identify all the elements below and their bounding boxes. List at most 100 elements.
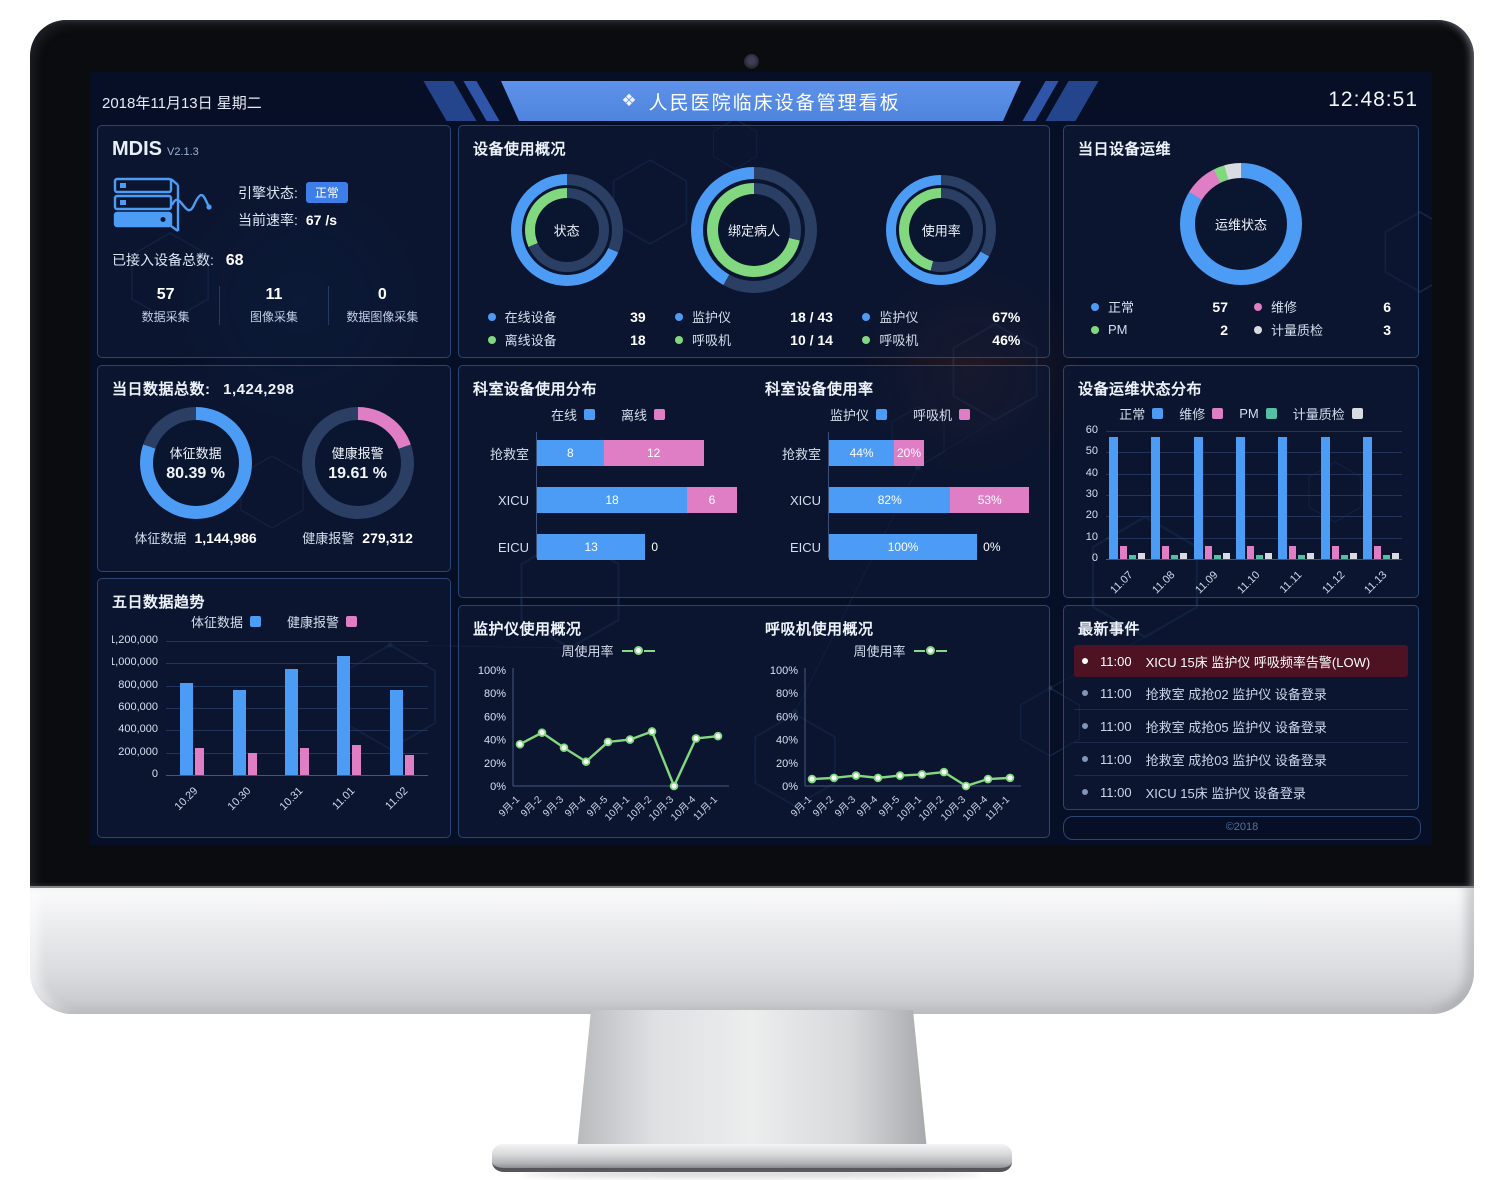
ventilator-line-legend: 周使用率 <box>765 641 1035 660</box>
bar-计量质检 <box>1222 552 1230 559</box>
legend-value: 2 <box>1220 321 1228 338</box>
donut-hole <box>534 198 599 262</box>
legend-label: 呼吸机 <box>879 333 919 348</box>
data-total-label: 健康报警 <box>302 531 355 546</box>
legend-swatch-icon <box>876 409 887 420</box>
ventilator-usage-chart: 100% 80% 60% 40% 20% 0% 9月-1 9月-2 9月-3 9月-4 9月-5 10… <box>765 660 1035 837</box>
panel-title: 当日设备运维 <box>1078 141 1172 158</box>
panel-usage-overview: 设备使用概况 状态 在线设备 39 离线设备 18 绑定病人 监护仪 18 / 43 呼吸机 10… <box>458 125 1050 358</box>
monitor-line-legend: 周使用率 <box>473 641 743 660</box>
donut-area: 使用率 <box>886 165 997 295</box>
legend-dot-icon <box>1091 302 1099 311</box>
panel-five-day-trend: 五日数据趋势 体征数据 健康报警 1,200,000 1,000,000 800,00… <box>97 578 451 838</box>
x-axis-label: 11.07 <box>1108 569 1136 597</box>
line-chart-svg: 100%80%60%40%20%0%9月-19月-29月-39月-49月-510… <box>770 665 1021 823</box>
monitor-stand-neck <box>577 1010 927 1150</box>
legend-dot-icon <box>862 335 871 344</box>
bar-维修 <box>1373 546 1381 559</box>
legend-label: 监护仪 <box>691 310 731 325</box>
legend-value: 3 <box>1383 321 1391 338</box>
usage-donut-group: 状态 在线设备 39 离线设备 18 <box>475 165 659 351</box>
rate-label: 当前速率: <box>238 212 298 228</box>
bar-track: 13 0 <box>537 534 743 560</box>
x-axis-label: 11.12 <box>1319 569 1348 597</box>
panel-title: 科室设备使用率 <box>765 381 874 398</box>
bar-track: 44% 20% <box>829 440 1035 466</box>
bar-segment: 18 <box>537 487 687 513</box>
dept-usage-section: 科室设备使用率 监护仪 呼吸机 抢救室 44% 20% XICU 82% 53% EICU 10… <box>765 378 1035 587</box>
dashboard-icon: ❖ <box>621 91 639 110</box>
donut-center-label: 健康报警 19.61 % <box>328 446 387 482</box>
event-text: 抢救室 成抢03 监护仪 设备登录 <box>1145 752 1327 768</box>
row-label: XICU <box>789 492 821 508</box>
legend-label: 呼吸机 <box>913 408 953 423</box>
grid-line <box>166 663 428 665</box>
donut-legend: 在线设备 39 离线设备 18 <box>487 305 646 351</box>
bar-PM <box>1340 554 1348 559</box>
bar-正常 <box>1278 437 1288 559</box>
svg-text:20%: 20% <box>484 758 506 770</box>
y-axis-tick-label: 1,200,000 <box>112 634 158 646</box>
grid-line <box>1106 537 1402 539</box>
donut-健康报警: 健康报警 19.61 % <box>301 407 414 519</box>
svg-text:0%: 0% <box>490 781 506 793</box>
bar-row: EICU 13 0 <box>498 534 743 560</box>
svg-text:80%: 80% <box>776 688 798 700</box>
dept-usage-chart: 抢救室 44% 20% XICU 82% 53% EICU 100% 0% <box>765 432 1035 560</box>
donut-center-label: 体征数据 80.39 % <box>166 446 225 482</box>
stat-value: 11 <box>265 286 283 303</box>
legend-item: 计量质检 3 <box>1254 318 1391 341</box>
legend-item: 计量质检 <box>1293 404 1363 423</box>
legend-label: 周使用率 <box>561 644 614 659</box>
y-axis-tick-label: 40 <box>1085 466 1098 479</box>
legend-label: 健康报警 <box>287 615 340 630</box>
svg-text:80%: 80% <box>484 688 506 700</box>
legend-swatch-icon <box>959 409 971 420</box>
event-row: 11:00 抢救室 成抢05 监护仪 设备登录 <box>1074 710 1408 743</box>
event-time: 11:00 <box>1100 653 1132 669</box>
bar-segment: 12 <box>603 440 704 466</box>
bar-正常 <box>1236 437 1245 559</box>
legend-label: 正常 <box>1119 407 1146 422</box>
legend-label: 在线 <box>550 408 577 423</box>
dashboard-screen: 2018年11月13日 星期二 ❖ 人民医院临床设备管理看板 12:48:51 … <box>90 72 1432 845</box>
svg-text:40%: 40% <box>484 735 506 747</box>
stat-label: 图像采集 <box>249 310 298 324</box>
stat-data-image-capture: 0 数据图像采集 <box>329 286 436 325</box>
bar-健康报警 <box>195 748 205 775</box>
legend-label: 呼吸机 <box>691 333 731 348</box>
monitor-chin <box>30 886 1474 1014</box>
grid-line <box>166 775 428 776</box>
usage-donut-group: 使用率 监护仪 67% 呼吸机 46% <box>849 165 1033 351</box>
bar-PM <box>1129 554 1137 559</box>
events-list: 11:00 XICU 15床 监护仪 呼吸频率告警(LOW) 11:00 抢救室 成抢… <box>1074 645 1408 808</box>
y-axis-tick-label: 1,000,000 <box>112 656 158 669</box>
stat-value: 0 <box>377 286 387 303</box>
event-bullet-icon <box>1082 658 1088 664</box>
grid-line <box>1106 516 1402 518</box>
panel-ops-distribution: 设备运维状态分布 正常 维修 PM 计量质检 60 50 40 30 20 10 0 11.07 11… <box>1063 365 1419 598</box>
ops-donut: 运维状态 <box>1078 163 1404 285</box>
donut-hole <box>1195 178 1287 270</box>
panel-title: 科室设备使用分布 <box>473 381 598 398</box>
legend-item: 在线设备 39 <box>487 305 646 328</box>
grid-line <box>1106 559 1402 560</box>
legend-swatch-icon <box>1265 408 1277 419</box>
legend-label: 离线 <box>621 408 648 423</box>
legend-dot-icon <box>1091 325 1099 334</box>
bar-track: 100% 0% <box>829 534 1035 560</box>
data-donuts: 体征数据 80.39 % 体征数据 1,144,986 健康报警 19.61 % 健康报警 2… <box>112 407 436 547</box>
dept-distribution-chart: 抢救室 8 12 XICU 18 6 EICU 13 0 <box>473 432 743 560</box>
legend-label: 正常 <box>1108 300 1135 315</box>
legend-value: 18 / 43 <box>790 308 833 325</box>
legend-item: 维修 6 <box>1254 295 1391 318</box>
legend-label: 计量质检 <box>1271 323 1324 338</box>
legend-item: 离线设备 18 <box>487 328 646 351</box>
row-label: 抢救室 <box>489 446 529 462</box>
bar-体征数据 <box>232 690 246 775</box>
x-axis-label: 11.01 <box>330 785 358 813</box>
svg-text:60%: 60% <box>776 711 798 723</box>
ops-distribution-legend: 正常 维修 PM 计量质检 <box>1078 404 1404 423</box>
donut-percent: 19.61 % <box>328 465 387 482</box>
bar-segment: 20% <box>894 440 924 466</box>
